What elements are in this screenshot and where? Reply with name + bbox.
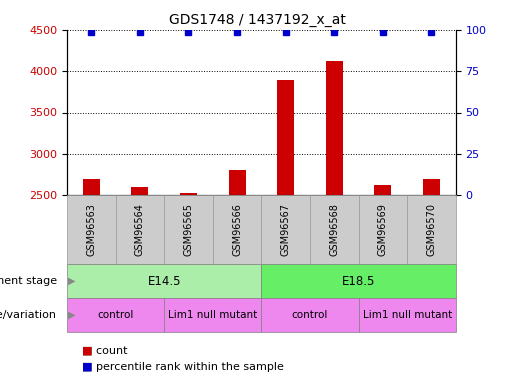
Text: control: control (292, 310, 328, 320)
Bar (423, 178, 440, 195)
Bar (358, 195, 407, 264)
Text: ■: ■ (82, 346, 93, 355)
Text: ▶: ▶ (68, 276, 76, 286)
Text: E14.5: E14.5 (147, 275, 181, 288)
Bar (229, 170, 246, 195)
Text: Lim1 null mutant: Lim1 null mutant (168, 310, 258, 320)
Bar (261, 298, 358, 332)
Bar (83, 178, 100, 195)
Text: GSM96566: GSM96566 (232, 203, 242, 256)
Text: GSM96567: GSM96567 (281, 203, 290, 256)
Bar (164, 195, 213, 264)
Text: Lim1 null mutant: Lim1 null mutant (363, 310, 452, 320)
Text: control: control (97, 310, 134, 320)
Bar (131, 187, 148, 195)
Text: ■ count: ■ count (82, 346, 128, 355)
Text: GDS1748 / 1437192_x_at: GDS1748 / 1437192_x_at (169, 13, 346, 27)
Text: genotype/variation: genotype/variation (0, 310, 57, 320)
Bar (277, 80, 294, 195)
Bar (67, 195, 115, 264)
Text: ■ percentile rank within the sample: ■ percentile rank within the sample (82, 362, 284, 372)
Bar (115, 195, 164, 264)
Text: GSM96570: GSM96570 (426, 203, 437, 256)
Bar (213, 195, 261, 264)
Bar (261, 195, 310, 264)
Text: GSM96563: GSM96563 (86, 203, 96, 256)
Text: E18.5: E18.5 (342, 275, 375, 288)
Bar (67, 298, 164, 332)
Text: ▶: ▶ (68, 310, 76, 320)
Bar (326, 60, 343, 195)
Bar (407, 195, 456, 264)
Text: GSM96568: GSM96568 (329, 203, 339, 256)
Bar (374, 185, 391, 195)
Text: development stage: development stage (0, 276, 57, 286)
Text: GSM96569: GSM96569 (378, 203, 388, 256)
Bar (180, 192, 197, 195)
Bar (261, 264, 456, 298)
Bar (310, 195, 358, 264)
Bar (164, 298, 261, 332)
Text: GSM96565: GSM96565 (183, 203, 194, 256)
Text: ■: ■ (82, 362, 93, 372)
Bar (358, 298, 456, 332)
Text: GSM96564: GSM96564 (135, 203, 145, 256)
Bar (67, 264, 261, 298)
